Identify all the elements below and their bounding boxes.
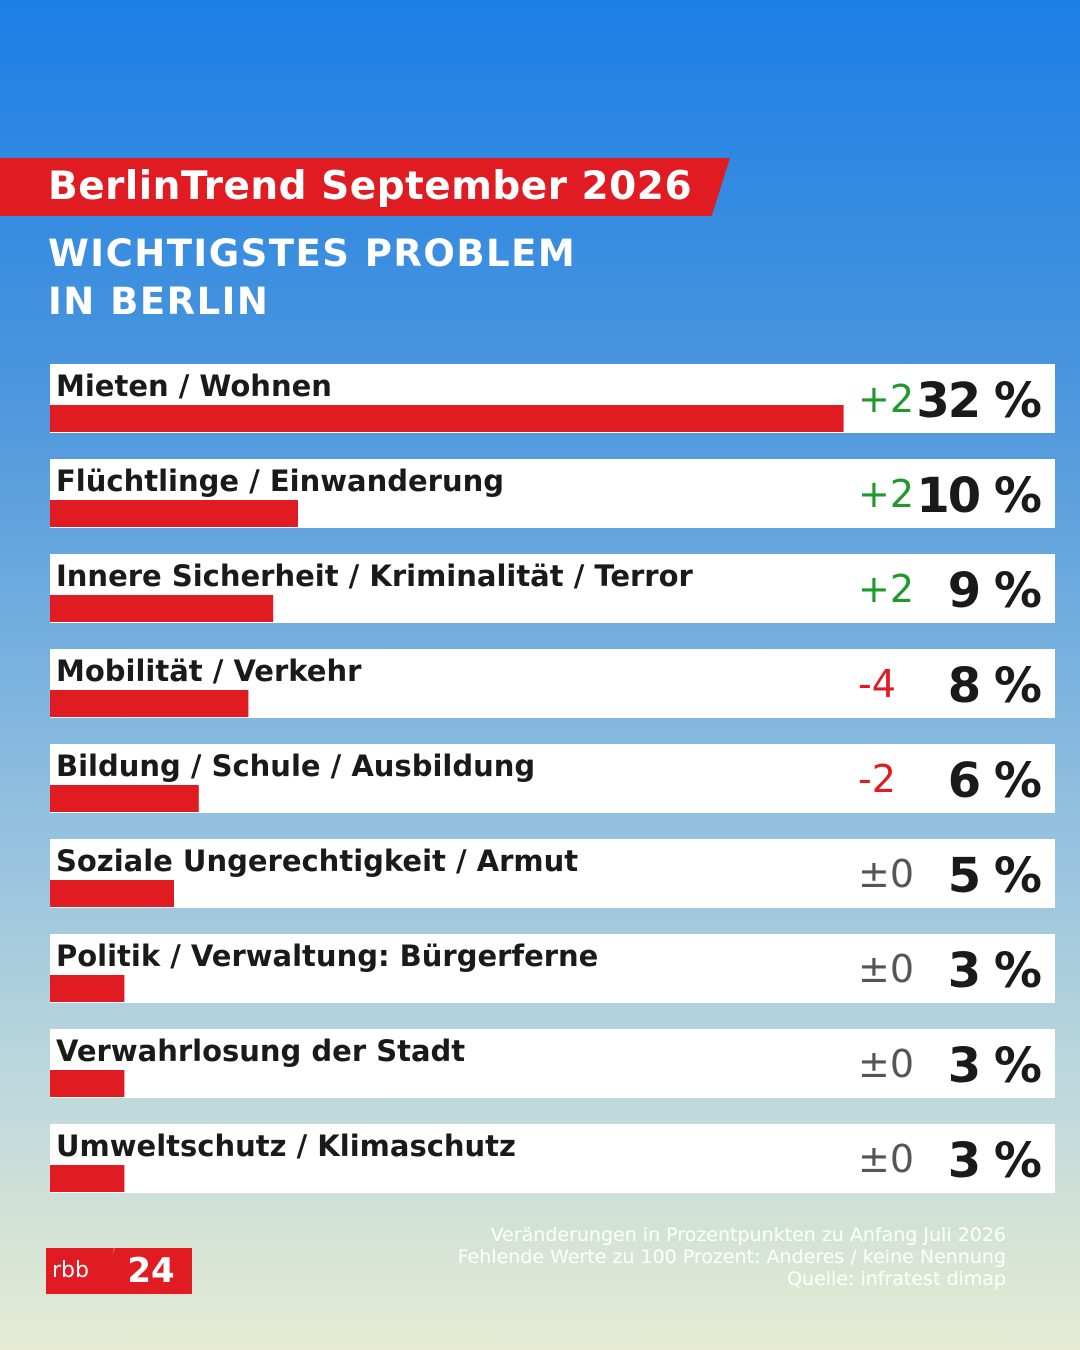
chart-row: Mieten / Wohnen +2 32 % bbox=[50, 364, 1055, 433]
value-label: 9 % bbox=[948, 563, 1041, 619]
value-label: 3 % bbox=[948, 1038, 1041, 1094]
bar bbox=[50, 690, 249, 717]
bar bbox=[50, 405, 844, 432]
change-label: -2 bbox=[858, 757, 896, 801]
footnote-source: Quelle: infratest dimap bbox=[787, 1268, 1006, 1290]
value-label: 10 % bbox=[916, 468, 1041, 524]
row-background bbox=[50, 1124, 1055, 1193]
change-label: +2 bbox=[858, 472, 914, 516]
category-label: Soziale Ungerechtigkeit / Armut bbox=[56, 844, 578, 878]
chart-title: BerlinTrend September 2026 bbox=[48, 164, 693, 209]
footnote-change-note: Veränderungen in Prozentpunkten zu Anfan… bbox=[490, 1224, 1006, 1246]
change-label: ±0 bbox=[858, 947, 914, 991]
change-label: -4 bbox=[858, 662, 896, 706]
chart-row: Verwahrlosung der Stadt ±0 3 % bbox=[50, 1029, 1055, 1098]
chart-row: Innere Sicherheit / Kriminalität / Terro… bbox=[50, 554, 1055, 623]
row-background bbox=[50, 1029, 1055, 1098]
value-label: 8 % bbox=[948, 658, 1041, 714]
chart-row: Flüchtlinge / Einwanderung +2 10 % bbox=[50, 459, 1055, 528]
bar bbox=[50, 1165, 125, 1192]
bar bbox=[50, 595, 274, 622]
logo-24: 24 bbox=[102, 1248, 192, 1294]
category-label: Umweltschutz / Klimaschutz bbox=[56, 1129, 516, 1163]
rbb24-logo: rbb 24 bbox=[46, 1248, 192, 1294]
change-label: ±0 bbox=[858, 1137, 914, 1181]
value-label: 32 % bbox=[916, 373, 1041, 429]
change-label: ±0 bbox=[858, 1042, 914, 1086]
category-label: Mieten / Wohnen bbox=[56, 369, 332, 403]
category-label: Bildung / Schule / Ausbildung bbox=[56, 749, 535, 783]
value-label: 3 % bbox=[948, 943, 1041, 999]
row-background bbox=[50, 839, 1055, 908]
footnote-missing-note: Fehlende Werte zu 100 Prozent: Anderes /… bbox=[457, 1246, 1006, 1268]
row-background bbox=[50, 744, 1055, 813]
bar bbox=[50, 1070, 125, 1097]
row-background bbox=[50, 934, 1055, 1003]
subtitle-line-2: IN BERLIN bbox=[48, 280, 270, 323]
chart-row: Mobilität / Verkehr -4 8 % bbox=[50, 649, 1055, 718]
value-label: 6 % bbox=[948, 753, 1041, 809]
category-label: Innere Sicherheit / Kriminalität / Terro… bbox=[56, 559, 694, 593]
footnote: Veränderungen in Prozentpunkten zu Anfan… bbox=[458, 1224, 1006, 1290]
chart-row: Bildung / Schule / Ausbildung -2 6 % bbox=[50, 744, 1055, 813]
chart-row: Umweltschutz / Klimaschutz ±0 3 % bbox=[50, 1124, 1055, 1193]
value-label: 3 % bbox=[948, 1133, 1041, 1189]
bar bbox=[50, 785, 199, 812]
change-label: ±0 bbox=[858, 852, 914, 896]
change-label: +2 bbox=[858, 567, 914, 611]
category-label: Mobilität / Verkehr bbox=[56, 654, 362, 688]
category-label: Verwahrlosung der Stadt bbox=[56, 1034, 465, 1068]
bar bbox=[50, 975, 125, 1002]
bar bbox=[50, 500, 298, 527]
chart-row: Politik / Verwaltung: Bürgerferne ±0 3 % bbox=[50, 934, 1055, 1003]
change-label: +2 bbox=[858, 377, 914, 421]
title-banner bbox=[0, 158, 730, 216]
logo-rbb: rbb bbox=[46, 1248, 114, 1294]
subtitle-line-1: WICHTIGSTES PROBLEM bbox=[48, 232, 577, 275]
chart-row: Soziale Ungerechtigkeit / Armut ±0 5 % bbox=[50, 839, 1055, 908]
value-label: 5 % bbox=[948, 848, 1041, 904]
category-label: Flüchtlinge / Einwanderung bbox=[56, 464, 504, 498]
category-label: Politik / Verwaltung: Bürgerferne bbox=[56, 939, 598, 973]
chart-subtitle: WICHTIGSTES PROBLEM IN BERLIN bbox=[48, 230, 576, 326]
bar bbox=[50, 880, 174, 907]
